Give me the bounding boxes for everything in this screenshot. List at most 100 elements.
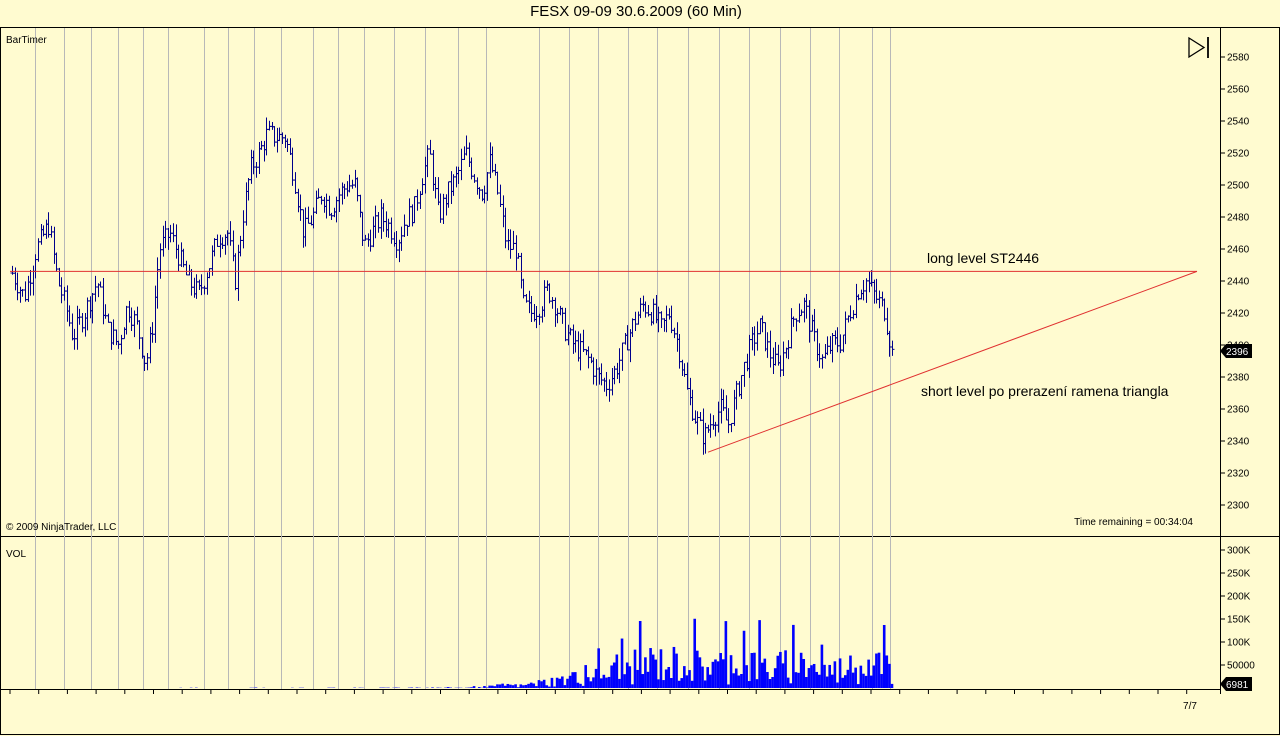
volume-bar bbox=[696, 650, 699, 688]
volume-bar bbox=[675, 653, 678, 688]
volume-bar bbox=[680, 678, 684, 688]
volume-bar bbox=[532, 683, 536, 688]
volume-bar bbox=[758, 620, 761, 688]
volume-bar bbox=[771, 677, 774, 688]
volume-bar bbox=[820, 644, 824, 688]
volume-bar bbox=[823, 664, 826, 688]
volume-bar bbox=[812, 663, 816, 688]
volume-bar bbox=[498, 684, 502, 688]
volume-bar bbox=[628, 666, 632, 688]
volume-bar bbox=[586, 677, 590, 688]
volume-bar bbox=[799, 652, 803, 688]
price-tick-label: 2300 bbox=[1227, 501, 1250, 512]
volume-bar bbox=[493, 686, 497, 688]
volume-bar bbox=[579, 683, 582, 688]
volume-bar bbox=[750, 652, 754, 688]
volume-bar bbox=[607, 676, 611, 688]
volume-bar bbox=[693, 618, 697, 688]
volume-bar bbox=[589, 681, 593, 688]
vertical-gridlines bbox=[35, 28, 891, 689]
volume-bar bbox=[706, 667, 709, 688]
volume-tick-label: 50000 bbox=[1227, 661, 1255, 672]
skip-to-end-icon[interactable] bbox=[1188, 36, 1209, 59]
volume-bar bbox=[737, 675, 741, 688]
chart-title: FESX 09-09 30.6.2009 (60 Min) bbox=[530, 3, 742, 20]
volume-bar bbox=[890, 683, 894, 688]
volume-bar bbox=[477, 687, 481, 688]
volume-tick-label: 250K bbox=[1227, 569, 1251, 580]
price-tick-label: 2480 bbox=[1227, 213, 1250, 224]
volume-bar bbox=[545, 685, 549, 688]
volume-bar bbox=[431, 687, 434, 688]
volume-bar bbox=[882, 624, 886, 688]
volume-bar bbox=[815, 671, 819, 688]
volume-bar bbox=[841, 677, 844, 688]
price-tick-label: 2520 bbox=[1227, 149, 1250, 160]
volume-bar bbox=[584, 665, 587, 688]
volume-bar bbox=[670, 678, 673, 688]
volume-bar bbox=[503, 685, 507, 688]
volume-bar bbox=[618, 678, 621, 688]
volume-bar bbox=[766, 672, 769, 688]
volume-bar bbox=[641, 674, 645, 688]
volume-bar bbox=[872, 665, 876, 688]
volume-bar bbox=[690, 680, 694, 688]
price-tick-label: 2340 bbox=[1227, 437, 1250, 448]
volume-bar bbox=[566, 678, 569, 688]
last-price-tag: 2396 bbox=[1220, 344, 1252, 358]
volume-bar bbox=[529, 682, 533, 688]
volume-bar bbox=[714, 659, 717, 688]
volume-bar bbox=[516, 687, 520, 688]
volume-bar bbox=[522, 685, 525, 688]
volume-bar bbox=[776, 655, 780, 688]
price-tick-label: 2500 bbox=[1227, 181, 1250, 192]
volume-bar bbox=[651, 654, 655, 688]
volume-bar bbox=[792, 624, 795, 688]
volume-bar bbox=[638, 621, 642, 688]
volume-bar bbox=[838, 658, 842, 688]
volume-bar bbox=[828, 664, 831, 688]
volume-bar bbox=[786, 677, 790, 688]
volume-bar bbox=[599, 678, 603, 688]
volume-bar bbox=[810, 665, 813, 688]
volume-bar bbox=[581, 685, 585, 688]
volume-bar bbox=[888, 663, 891, 688]
volume-bar bbox=[734, 668, 738, 688]
price-axis: 2300232023402360238024002420244024602480… bbox=[1220, 53, 1250, 512]
price-tick-label: 2560 bbox=[1227, 85, 1250, 96]
volume-bar bbox=[527, 683, 530, 688]
time-axis bbox=[9, 689, 1188, 694]
volume-bar bbox=[563, 685, 567, 688]
volume-bar bbox=[779, 651, 782, 688]
volume-bar bbox=[472, 686, 476, 688]
volume-bar bbox=[742, 630, 746, 688]
volume-bar bbox=[784, 650, 787, 688]
volume-bar bbox=[724, 621, 728, 688]
volume-bar bbox=[625, 662, 629, 688]
volume-bar bbox=[867, 659, 870, 688]
volume-bar bbox=[485, 687, 489, 688]
volume-bar bbox=[446, 687, 450, 688]
volume-bar bbox=[561, 676, 564, 688]
volume-bar bbox=[550, 677, 554, 688]
volume-bar bbox=[843, 675, 847, 688]
volume-bar bbox=[745, 665, 748, 688]
volume-bar bbox=[862, 673, 865, 688]
price-bars bbox=[10, 117, 895, 455]
volume-bar bbox=[664, 669, 668, 688]
short-level-annotation: short level po prerazení ramena triangla bbox=[921, 383, 1169, 399]
volume-bar bbox=[854, 667, 857, 688]
volume-bar bbox=[875, 653, 878, 688]
volume-tick-label: 300K bbox=[1227, 546, 1251, 557]
volume-bar bbox=[833, 661, 837, 688]
volume-bar bbox=[849, 655, 852, 688]
volume-bar bbox=[683, 666, 686, 688]
volume-axis: 50000 100K 150K 200K 250K 300K bbox=[1220, 546, 1255, 672]
volume-bar bbox=[789, 683, 793, 688]
volume-bar bbox=[620, 638, 624, 688]
volume-bar bbox=[615, 654, 619, 688]
triangle-trendline[interactable] bbox=[707, 270, 1198, 453]
volume-bar bbox=[768, 679, 772, 688]
volume-bar bbox=[732, 673, 735, 688]
